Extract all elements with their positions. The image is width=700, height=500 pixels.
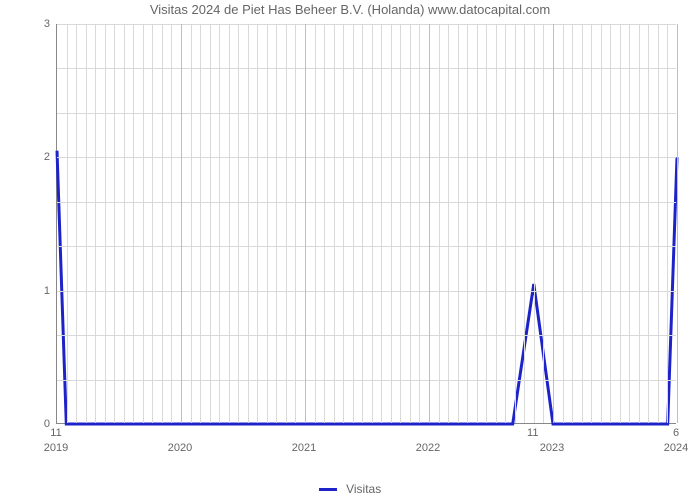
gridline-v-minor [572,24,573,423]
gridline-v-minor [295,24,296,423]
gridline-h-minor [57,380,676,381]
gridline-v-minor [620,24,621,423]
gridline-v-major [181,24,182,423]
gridline-v-minor [391,24,392,423]
plot-area [56,24,676,424]
gridline-v-minor [238,24,239,423]
legend-swatch [319,488,337,491]
gridline-v-minor [667,24,668,423]
chart-container: Visitas 2024 de Piet Has Beheer B.V. (Ho… [0,0,700,500]
gridline-v-minor [353,24,354,423]
gridline-v-major [305,24,306,423]
gridline-v-minor [448,24,449,423]
x-axis-tick-label: 2023 [540,442,564,454]
gridline-v-minor [524,24,525,423]
gridline-h-major [57,24,676,25]
gridline-v-minor [543,24,544,423]
gridline-v-minor [76,24,77,423]
gridline-v-minor [105,24,106,423]
gridline-v-minor [200,24,201,423]
x-axis-secondary-label: 11 [527,427,538,439]
gridline-v-minor [467,24,468,423]
series-line [57,24,677,424]
gridline-v-minor [286,24,287,423]
gridline-v-major [677,24,678,423]
gridline-v-minor [276,24,277,423]
gridline-h-minor [57,335,676,336]
gridline-v-minor [458,24,459,423]
gridline-h-minor [57,113,676,114]
gridline-v-minor [95,24,96,423]
gridline-v-minor [362,24,363,423]
gridline-v-minor [601,24,602,423]
gridline-v-minor [257,24,258,423]
gridline-v-minor [315,24,316,423]
x-axis-secondary-label: 6 [673,427,679,439]
chart-title: Visitas 2024 de Piet Has Beheer B.V. (Ho… [0,2,700,17]
x-axis-secondary-label: 11 [50,427,61,439]
gridline-v-minor [563,24,564,423]
gridline-v-minor [210,24,211,423]
x-axis-tick-label: 2020 [168,442,192,454]
gridline-h-major [57,157,676,158]
gridline-v-minor [439,24,440,423]
gridline-v-minor [486,24,487,423]
x-axis-tick-label: 2021 [292,442,316,454]
y-axis-tick-label: 3 [34,18,50,30]
gridline-v-minor [162,24,163,423]
gridline-v-minor [477,24,478,423]
gridline-v-minor [505,24,506,423]
gridline-v-minor [381,24,382,423]
y-axis-tick-label: 2 [34,151,50,163]
gridline-h-minor [57,68,676,69]
gridline-v-minor [496,24,497,423]
gridline-v-minor [534,24,535,423]
gridline-v-major [429,24,430,423]
gridline-v-minor [343,24,344,423]
legend: Visitas [0,482,700,496]
legend-label: Visitas [346,482,381,496]
gridline-v-minor [152,24,153,423]
y-axis-tick-label: 0 [34,418,50,430]
gridline-v-minor [515,24,516,423]
gridline-v-minor [591,24,592,423]
gridline-h-minor [57,202,676,203]
gridline-v-minor [171,24,172,423]
gridline-v-minor [639,24,640,423]
x-axis-tick-label: 2022 [416,442,440,454]
gridline-v-minor [248,24,249,423]
gridline-v-minor [400,24,401,423]
gridline-v-minor [267,24,268,423]
gridline-v-minor [610,24,611,423]
gridline-h-minor [57,246,676,247]
gridline-v-minor [143,24,144,423]
gridline-v-major [553,24,554,423]
gridline-v-minor [658,24,659,423]
gridline-v-minor [648,24,649,423]
gridline-v-minor [124,24,125,423]
gridline-v-minor [229,24,230,423]
x-axis-tick-label: 2019 [44,442,68,454]
gridline-v-minor [629,24,630,423]
gridline-v-minor [410,24,411,423]
x-axis-tick-label: 2024 [664,442,688,454]
gridline-v-minor [334,24,335,423]
gridline-v-minor [582,24,583,423]
gridline-v-minor [372,24,373,423]
gridline-v-minor [133,24,134,423]
gridline-v-minor [419,24,420,423]
gridline-h-major [57,291,676,292]
gridline-v-minor [114,24,115,423]
gridline-v-minor [67,24,68,423]
gridline-v-minor [219,24,220,423]
gridline-v-minor [191,24,192,423]
gridline-v-minor [86,24,87,423]
gridline-v-minor [324,24,325,423]
y-axis-tick-label: 1 [34,285,50,297]
